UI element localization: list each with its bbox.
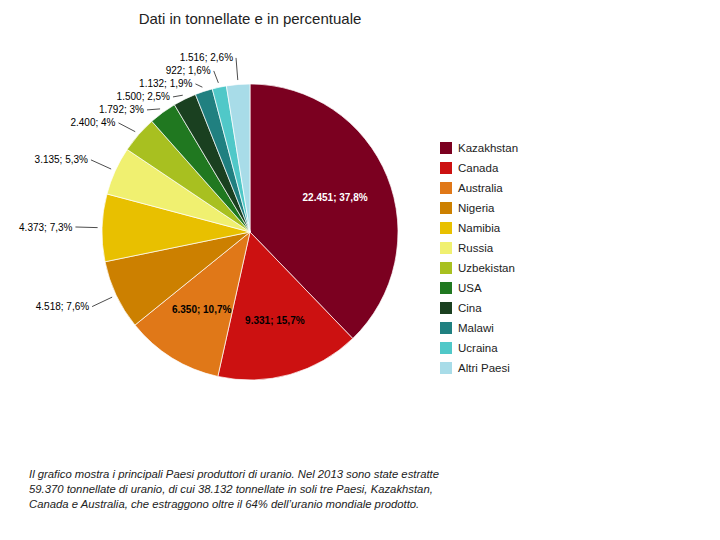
legend-item: Uzbekistan [440,262,515,274]
legend-item: USA [440,282,482,294]
leader-line [92,297,112,306]
leader-line [91,160,111,169]
data-label: 1.516; 2,6% [180,52,233,63]
leader-line [119,123,136,132]
leader-line [236,58,238,80]
caption-line: 59.370 tonnellate di uranio, di cui 38.1… [29,483,433,495]
data-label: 2.400; 4% [70,117,115,128]
legend-item: Kazakhstan [440,142,518,154]
legend-item: Cina [440,302,482,314]
leader-line [195,84,202,87]
legend-label: Altri Paesi [458,362,510,374]
legend-item: Australia [440,182,503,194]
data-label: 1.500; 2,5% [117,91,170,102]
data-label: 6.350; 10,7% [172,304,232,315]
legend-label: Cina [458,302,482,314]
legend-label: Australia [458,182,503,194]
legend-label: Malawi [458,322,494,334]
pie [102,84,398,380]
data-label: 3.135; 5,3% [35,154,88,165]
legend-swatch [440,362,452,374]
data-label: 4.518; 7,6% [36,301,89,312]
data-label: 9.331; 15,7% [245,315,305,326]
legend-label: Russia [458,242,494,254]
data-labels: 22.451; 37,8% 9.331; 15,7% 6.350; 10,7% 4.5… [19,52,368,325]
legend-item: Russia [440,242,494,254]
data-label: 1.792; 3% [99,104,144,115]
legend-item: Altri Paesi [440,362,510,374]
legend-swatch [440,162,452,174]
legend-swatch [440,242,452,254]
caption-line: Il grafico mostra i principali Paesi pro… [29,468,439,480]
legend-swatch [440,322,452,334]
legend-swatch [440,282,452,294]
leader-line [147,109,160,110]
legend-label: Nigeria [458,202,495,214]
legend-swatch [440,142,452,154]
data-label: 4.373; 7,3% [19,221,72,232]
legend-item: Canada [440,162,499,174]
caption: Il grafico mostra i principali Paesi pro… [29,468,439,510]
legend-label: Canada [458,162,499,174]
leader-line [214,71,219,83]
data-label: 1.132; 1,9% [139,78,192,89]
legend-label: Ucraina [458,342,498,354]
legend-item: Ucraina [440,342,498,354]
legend-item: Malawi [440,322,494,334]
legend-label: Kazakhstan [458,142,518,154]
legend-swatch [440,342,452,354]
data-label: 922; 1,6% [166,65,211,76]
slice [226,84,250,232]
legend-item: Nigeria [440,202,495,214]
leader-line [75,226,97,228]
legend-swatch [440,182,452,194]
legend-swatch [440,302,452,314]
chart: Dati in tonnellate e in percentuale 22.45… [0,0,720,540]
legend-label: Uzbekistan [458,262,515,274]
legend-label: Namibia [458,222,501,234]
title: Dati in tonnellate e in percentuale [139,10,362,27]
legend-swatch [440,222,452,234]
data-label: 22.451; 37,8% [303,192,368,203]
legend: Kazakhstan Canada Australia Nigeria Namibia R… [440,142,518,374]
legend-label: USA [458,282,482,294]
legend-swatch [440,202,452,214]
caption-line: Canada e Australia, che estraggono oltre… [29,498,419,510]
legend-item: Namibia [440,222,501,234]
leader-line [173,95,183,97]
legend-swatch [440,262,452,274]
